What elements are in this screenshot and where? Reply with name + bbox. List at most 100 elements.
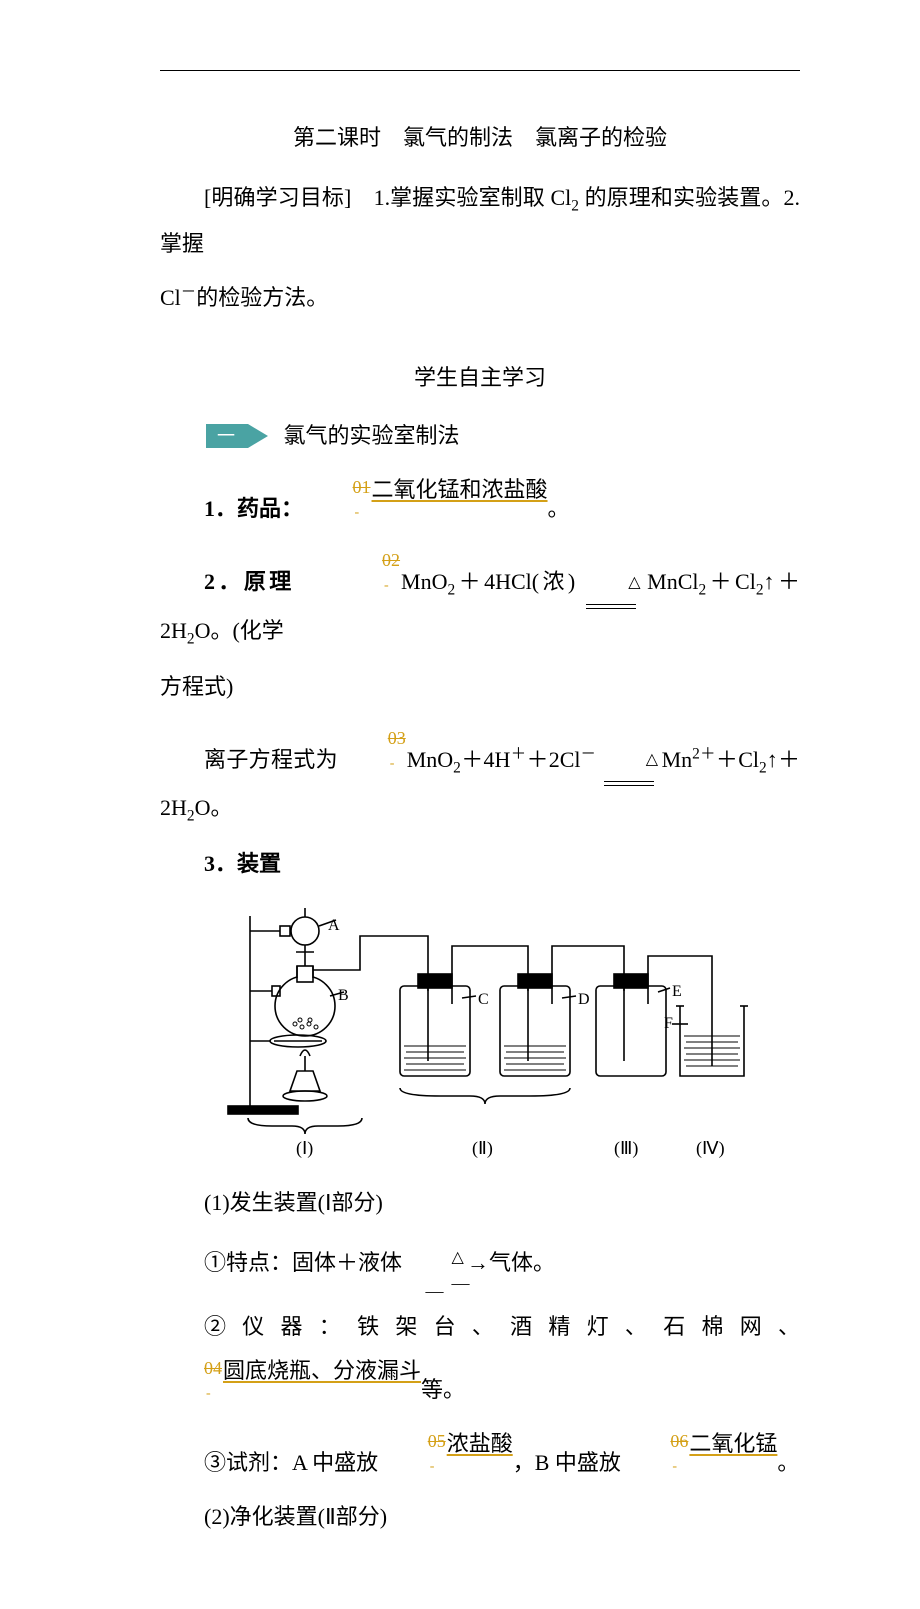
p2-line2: 方程式) [160, 665, 800, 709]
blank-02-num: 02 [382, 550, 400, 570]
p3-eq-rb: ＋Cl [716, 747, 759, 772]
p3-eq-rb-sub: 2 [759, 759, 767, 776]
p1-tail: 。 [548, 496, 570, 521]
apparatus-diagram: A B [160, 896, 800, 1171]
svg-text:(Ⅲ): (Ⅲ) [614, 1138, 638, 1159]
objective-text-a: 1.掌握实验室制取 Cl [351, 185, 571, 210]
p2: 2．原理 02 - MnO2＋4HCl(浓) △ MnCl2＋Cl2↑＋2H2O… [160, 541, 800, 655]
blank-06-text: 二氧化锰 [689, 1431, 777, 1456]
p2-lead: 2．原理 [204, 569, 295, 594]
p3-lead: 离子方程式为 [204, 747, 338, 772]
triangle-icon: △ [628, 574, 640, 591]
p2-eq-rd: O。(化学 [195, 618, 284, 643]
blank-01-num: 01 [353, 477, 371, 497]
p7-tail: 等。 [421, 1377, 465, 1402]
p3: 离子方程式为 03 - MnO2＋4H＋＋2Cl－ △ Mn2＋＋Cl2↑＋2H… [160, 719, 800, 833]
objective-line2: Cl－的检验方法。 [160, 276, 800, 320]
blank-06: 06二氧化锰 - [626, 1422, 777, 1470]
p3-eq-rc-sub: 2 [187, 808, 195, 825]
blank-04-text: 圆底烧瓶、分液漏斗 [223, 1358, 421, 1383]
arrow-lines [604, 781, 654, 786]
p1: 1．药品： 01二氧化锰和浓盐酸 - 。 [160, 468, 800, 531]
p3-eq-lc: ＋2Cl [526, 747, 580, 772]
p7-lead: ②仪器：铁架台、酒精灯、石棉网、 [204, 1314, 800, 1339]
heat-arrow: △ — — [408, 1235, 462, 1295]
page: 第二课时 氯气的制法 氯离子的检验 [明确学习目标] 1.掌握实验室制取 Cl2… [0, 0, 920, 1609]
p6-arrow: → [467, 1251, 489, 1276]
top-rule [160, 70, 800, 71]
section-badge-icon: 一 [204, 416, 270, 456]
reaction-arrow-2: △ [602, 737, 656, 786]
p4: 3．装置 [160, 842, 800, 886]
objective-sub: 2 [571, 197, 579, 214]
reaction-arrow-1: △ [584, 560, 638, 609]
blank-03-dash: - [346, 761, 407, 767]
section-1-label: 氯气的实验室制法 [284, 423, 460, 448]
blank-05-num: 05 [428, 1431, 446, 1451]
p7: ②仪器：铁架台、酒精灯、石棉网、 04圆底烧瓶、分液漏斗 - 等。 [160, 1305, 800, 1412]
objective-label: [明确学习目标] [204, 185, 351, 210]
p3-eq-la-sub: 2 [453, 759, 461, 776]
p2-eq-rb: ＋Cl [706, 569, 756, 594]
p5: (1)发生装置(Ⅰ部分) [160, 1181, 800, 1225]
triangle-icon: △ [452, 1249, 464, 1266]
p3-eq-la: MnO [407, 747, 453, 772]
objective-tail: 的检验方法。 [196, 285, 328, 310]
p6-lead: ①特点：固体＋液体 [204, 1251, 408, 1276]
p8-mid: ，B 中盛放 [513, 1450, 621, 1475]
p2-eq-ra: MnCl [638, 569, 698, 594]
p8-lead: ③试剂：A 中盛放 [204, 1450, 378, 1475]
svg-text:A: A [328, 917, 340, 934]
p1-lead: 1．药品： [204, 496, 303, 521]
svg-text:F: F [664, 1015, 673, 1032]
p3-eq-lb: ＋4H [461, 747, 511, 772]
p8: ③试剂：A 中盛放 05浓盐酸 - ，B 中盛放 06二氧化锰 - 。 [160, 1422, 800, 1485]
section-badge-text: 一 [217, 426, 235, 446]
blank-05: 05浓盐酸 - [384, 1422, 513, 1470]
p6-tail: 气体。 [489, 1251, 555, 1276]
svg-text:(Ⅱ): (Ⅱ) [472, 1138, 493, 1159]
p3-eq-lc-sup: － [581, 745, 596, 762]
p3-eq-ra-sup: 2＋ [692, 745, 716, 762]
blank-02-dash: - [340, 583, 401, 589]
objective-line1: [明确学习目标] 1.掌握实验室制取 Cl2 的原理和实验装置。2.掌握 [160, 176, 800, 266]
lesson-title: 第二课时 氯气的制法 氯离子的检验 [160, 120, 800, 152]
blank-01-text: 二氧化锰和浓盐酸 [372, 477, 548, 502]
triangle-icon: △ [646, 751, 658, 768]
blank-01: 01二氧化锰和浓盐酸 - [309, 468, 548, 516]
p2-eq-la: MnO [401, 569, 447, 594]
svg-text:(Ⅰ): (Ⅰ) [296, 1138, 313, 1159]
blank-04-dash: - [162, 1391, 421, 1397]
svg-text:B: B [338, 987, 349, 1004]
p3-eq-rd: O。 [195, 795, 233, 820]
objective-cl: Cl [160, 285, 181, 310]
dash-line: — — [408, 1279, 462, 1295]
p3-eq-lb-sup: ＋ [510, 745, 526, 762]
svg-text:(Ⅳ): (Ⅳ) [696, 1138, 725, 1159]
blank-02: 02 - [338, 541, 401, 589]
blank-04-num: 04 [204, 1358, 222, 1378]
p2-eq-lb: ＋4HCl(浓) [455, 569, 575, 594]
svg-text:D: D [578, 991, 590, 1008]
objective-sup: － [181, 284, 196, 301]
p4-lead: 3．装置 [204, 851, 281, 876]
blank-03-num: 03 [388, 728, 406, 748]
blank-06-num: 06 [670, 1431, 688, 1451]
blank-01-dash: - [311, 510, 548, 516]
p8-tail: 。 [777, 1450, 799, 1475]
p2-gap [304, 569, 329, 594]
p2-eq-rc-sub: 2 [187, 630, 195, 647]
blank-03: 03 - [344, 719, 407, 767]
blank-05-dash: - [386, 1464, 513, 1470]
section-1-header: 一 氯气的实验室制法 [160, 412, 800, 458]
blank-04: 04圆底烧瓶、分液漏斗 - [160, 1349, 421, 1397]
blank-05-text: 浓盐酸 [447, 1431, 513, 1456]
p2-eq-rb-sub: 2 [756, 582, 764, 599]
p6: ①特点：固体＋液体 △ — — →气体。 [160, 1235, 800, 1295]
svg-text:C: C [478, 991, 489, 1008]
p9: (2)净化装置(Ⅱ部分) [160, 1495, 800, 1539]
blank-06-dash: - [628, 1464, 777, 1470]
arrow-lines [586, 604, 636, 609]
self-study-heading: 学生自主学习 [160, 360, 800, 392]
p3-eq-ra: Mn [656, 747, 692, 772]
